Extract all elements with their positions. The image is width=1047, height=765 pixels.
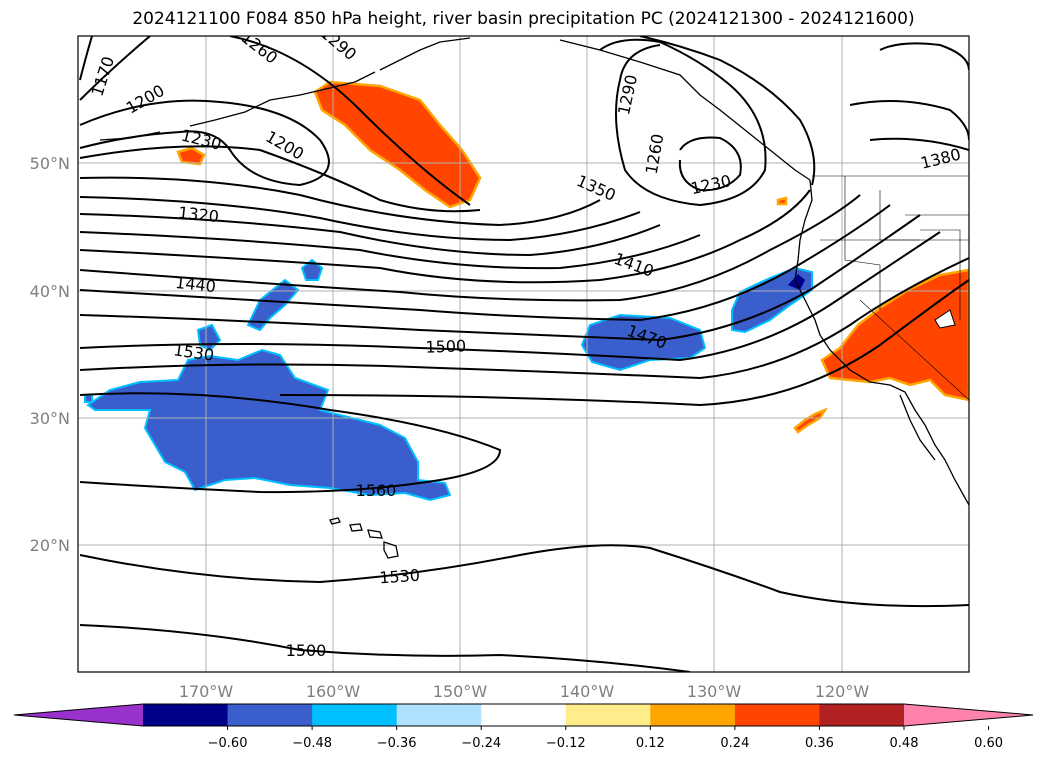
lon-tick-label: 170°W — [179, 682, 234, 701]
contour-label: 1500 — [286, 641, 327, 660]
colorbar-cell — [227, 704, 313, 726]
lon-tick-label: 130°W — [687, 682, 742, 701]
land-patch — [934, 309, 956, 329]
colorbar-cell — [565, 704, 651, 726]
lon-tick-label: 140°W — [560, 682, 615, 701]
colorbar-tick-label: 0.24 — [720, 736, 749, 751]
longitude-tick-labels: 170°W 160°W 150°W 140°W 130°W 120°W — [179, 682, 870, 701]
colorbar-cell — [143, 704, 229, 726]
lat-tick-label: 20°N — [30, 536, 70, 555]
lat-tick-label: 40°N — [30, 282, 70, 301]
contour-label: 1320 — [177, 203, 219, 226]
positive-precip-shading — [176, 80, 969, 434]
height-contours — [79, 36, 969, 672]
colorbar-tick-label: 0.48 — [890, 736, 919, 751]
colorbar-tick-label: 0.60 — [974, 736, 1003, 751]
colorbar-extend-left — [14, 704, 143, 726]
colorbar-tick-label: −0.60 — [208, 736, 248, 751]
contour-label: 1440 — [174, 273, 216, 296]
colorbar-tick-label: 0.36 — [805, 736, 834, 751]
political-borders — [812, 175, 969, 401]
colorbar-tick-label: −0.36 — [377, 736, 417, 751]
contour-label: 1500 — [425, 336, 466, 356]
colorbar-cell — [734, 704, 820, 726]
colorbar-cell — [650, 704, 736, 726]
coastlines — [99, 37, 969, 559]
lat-tick-label: 30°N — [30, 409, 70, 428]
colorbar-tick-label: −0.48 — [292, 736, 332, 751]
colorbar-extend-right — [904, 704, 1033, 726]
contour-label: 1560 — [356, 481, 397, 500]
lat-tick-label: 50°N — [30, 154, 70, 173]
colorbar-cell — [312, 704, 398, 726]
latitude-tick-labels: 50°N 40°N 30°N 20°N — [30, 154, 70, 555]
colorbar-tick-label: −0.24 — [461, 736, 501, 751]
lon-tick-label: 160°W — [306, 682, 361, 701]
colorbar-tick-label: 0.12 — [636, 736, 665, 751]
map-title: 2024121100 F084 850 hPa height, river ba… — [132, 9, 915, 29]
graticule — [78, 36, 969, 672]
lon-tick-label: 120°W — [815, 682, 870, 701]
lon-tick-label: 150°W — [433, 682, 488, 701]
colorbar-tick-label: −0.12 — [546, 736, 586, 751]
map-plot-area: 1170 1200 1260 1290 1230 1200 1320 1440 … — [78, 36, 969, 672]
contour-label: 1530 — [379, 566, 421, 588]
map-frame — [77, 35, 970, 673]
colorbar: −0.60 −0.48 −0.36 −0.24 −0.12 0.12 0.24 0.36 0.4… — [13, 703, 1034, 751]
colorbar-cell — [396, 704, 482, 726]
colorbar-cell — [481, 704, 567, 726]
colorbar-cell — [819, 704, 905, 726]
